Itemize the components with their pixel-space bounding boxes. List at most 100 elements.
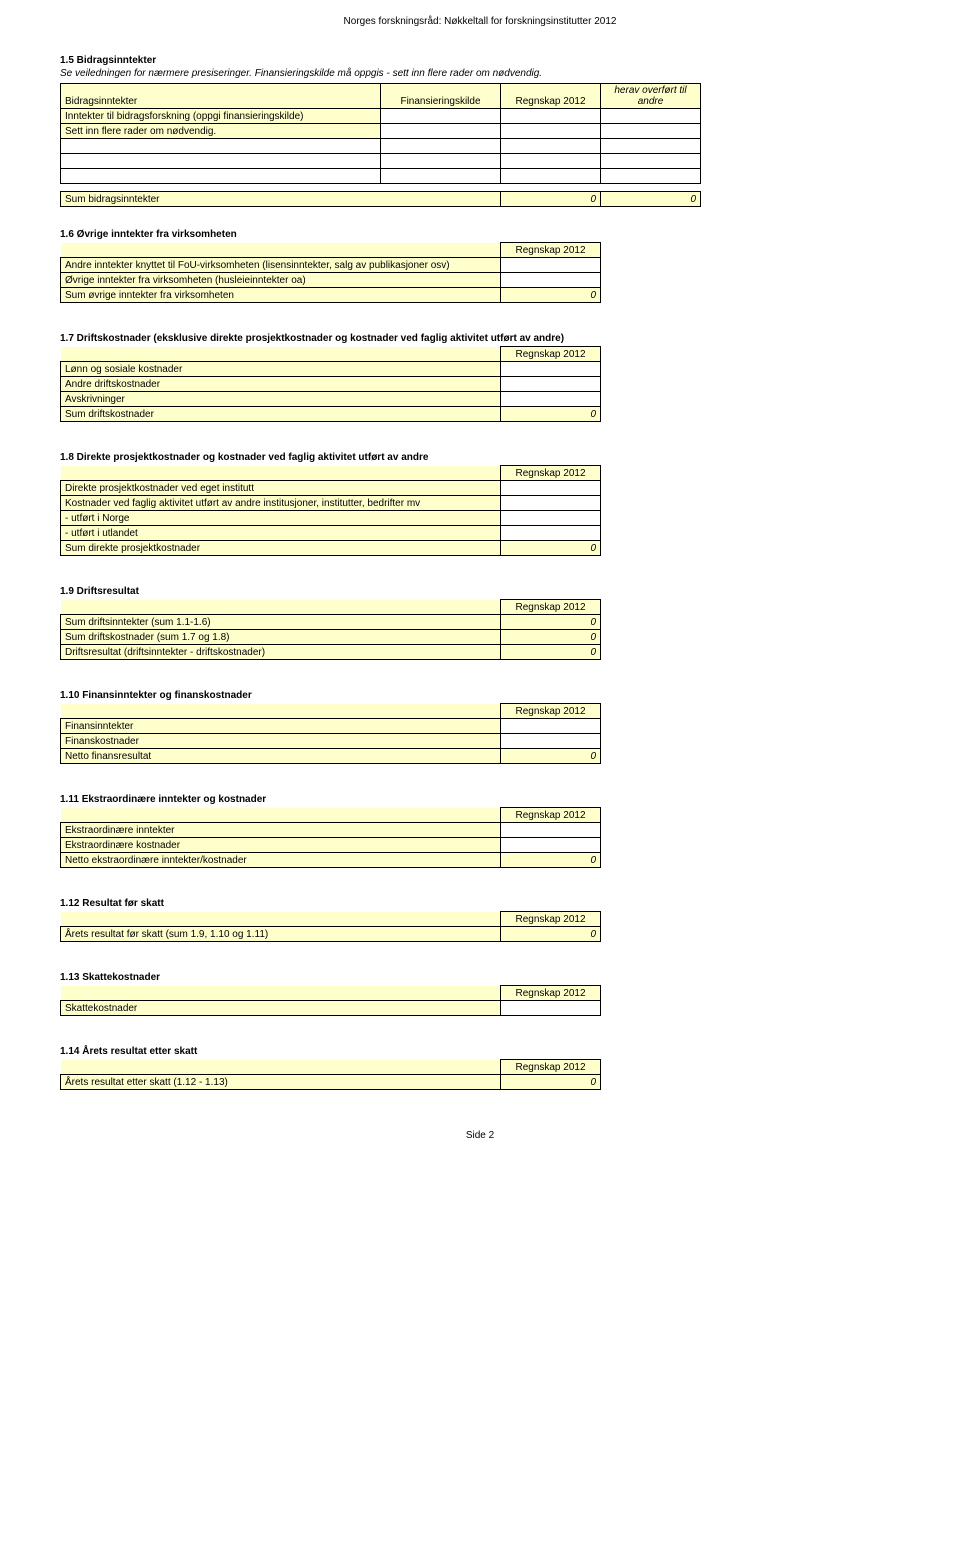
- cell-input[interactable]: [601, 154, 701, 169]
- table-row: Inntekter til bidragsforskning (oppgi fi…: [61, 109, 701, 124]
- cell-input[interactable]: [501, 273, 601, 288]
- s17-header-row: Regnskap 2012: [61, 347, 601, 362]
- s110-sum-row: Netto finansresultat 0: [61, 749, 601, 764]
- s16-sum-v: 0: [501, 288, 601, 303]
- table-row: [61, 154, 701, 169]
- cell-input[interactable]: [501, 377, 601, 392]
- cell-input[interactable]: [501, 838, 601, 853]
- blank: [61, 704, 501, 719]
- cell-value: 0: [501, 630, 601, 645]
- cell-input[interactable]: [501, 124, 601, 139]
- cell-label: Kostnader ved faglig aktivitet utført av…: [61, 496, 501, 511]
- table-row: Andre driftskostnader: [61, 377, 601, 392]
- s112-title: 1.12 Resultat før skatt: [60, 898, 900, 909]
- cell-input[interactable]: [501, 1001, 601, 1016]
- cell-input[interactable]: [61, 154, 381, 169]
- table-row: [61, 169, 701, 184]
- s15-h2: Finansieringskilde: [381, 84, 501, 109]
- table-row: [61, 139, 701, 154]
- s114-table: Regnskap 2012 Årets resultat etter skatt…: [60, 1059, 601, 1090]
- cell-label: Inntekter til bidragsforskning (oppgi fi…: [61, 109, 381, 124]
- cell-input[interactable]: [501, 139, 601, 154]
- s18-sum-label: Sum direkte prosjektkostnader: [61, 541, 501, 556]
- table-row: Finanskostnader: [61, 734, 601, 749]
- s110-sum-label: Netto finansresultat: [61, 749, 501, 764]
- s18-title: 1.8 Direkte prosjektkostnader og kostnad…: [60, 452, 900, 463]
- s18-table: Regnskap 2012 Direkte prosjektkostnader …: [60, 465, 601, 556]
- table-row: - utført i utlandet: [61, 526, 601, 541]
- s16-title: 1.6 Øvrige inntekter fra virksomheten: [60, 229, 900, 240]
- cell-value: 0: [501, 645, 601, 660]
- cell-label: Finanskostnader: [61, 734, 501, 749]
- cell-label: Andre driftskostnader: [61, 377, 501, 392]
- cell-input[interactable]: [61, 169, 381, 184]
- cell-input[interactable]: [381, 139, 501, 154]
- cell-input[interactable]: [61, 139, 381, 154]
- table-row: Andre inntekter knyttet til FoU-virksomh…: [61, 258, 601, 273]
- cell-input[interactable]: [501, 392, 601, 407]
- cell-label: Avskrivninger: [61, 392, 501, 407]
- s15-sum-v1: 0: [501, 192, 601, 207]
- cell-label: Andre inntekter knyttet til FoU-virksomh…: [61, 258, 501, 273]
- cell-label: Årets resultat etter skatt (1.12 - 1.13): [61, 1075, 501, 1090]
- blank: [61, 1060, 501, 1075]
- cell-input[interactable]: [501, 154, 601, 169]
- cell-input[interactable]: [601, 124, 701, 139]
- cell-input[interactable]: [381, 169, 501, 184]
- cell-label: Årets resultat før skatt (sum 1.9, 1.10 …: [61, 927, 501, 942]
- cell-label: Lønn og sosiale kostnader: [61, 362, 501, 377]
- blank: [61, 466, 501, 481]
- table-row: Driftsresultat (driftsinntekter - drifts…: [61, 645, 601, 660]
- table-row: Sett inn flere rader om nødvendig.: [61, 124, 701, 139]
- cell-input[interactable]: [501, 496, 601, 511]
- cell-input[interactable]: [381, 154, 501, 169]
- s111-sum-row: Netto ekstraordinære inntekter/kostnader…: [61, 853, 601, 868]
- cell-label: Driftsresultat (driftsinntekter - drifts…: [61, 645, 501, 660]
- blank: [61, 600, 501, 615]
- cell-input[interactable]: [501, 362, 601, 377]
- cell-input[interactable]: [601, 169, 701, 184]
- s19-table: Regnskap 2012 Sum driftsinntekter (sum 1…: [60, 599, 601, 660]
- s112-h: Regnskap 2012: [501, 912, 601, 927]
- cell-input[interactable]: [501, 719, 601, 734]
- table-row: Skattekostnader: [61, 1001, 601, 1016]
- s18-sum-row: Sum direkte prosjektkostnader 0: [61, 541, 601, 556]
- cell-input[interactable]: [501, 109, 601, 124]
- s15-sum-label: Sum bidragsinntekter: [61, 192, 501, 207]
- cell-label: Øvrige inntekter fra virksomheten (husle…: [61, 273, 501, 288]
- s113-header-row: Regnskap 2012: [61, 986, 601, 1001]
- s110-sum-v: 0: [501, 749, 601, 764]
- cell-input[interactable]: [501, 258, 601, 273]
- s17-sum-row: Sum driftskostnader 0: [61, 407, 601, 422]
- s15-note: Se veiledningen for nærmere presiseringe…: [60, 68, 900, 79]
- s15-title: 1.5 Bidragsinntekter: [60, 55, 900, 66]
- cell-input[interactable]: [501, 526, 601, 541]
- s15-h3: Regnskap 2012: [501, 84, 601, 109]
- s19-header-row: Regnskap 2012: [61, 600, 601, 615]
- s111-sum-v: 0: [501, 853, 601, 868]
- s15-h4: herav overført til andre: [601, 84, 701, 109]
- s113-table: Regnskap 2012 Skattekostnader: [60, 985, 601, 1016]
- s111-table: Regnskap 2012 Ekstraordinære inntekter E…: [60, 807, 601, 868]
- s19-title: 1.9 Driftsresultat: [60, 586, 900, 597]
- s18-header-row: Regnskap 2012: [61, 466, 601, 481]
- s110-h: Regnskap 2012: [501, 704, 601, 719]
- cell-input[interactable]: [501, 481, 601, 496]
- cell-input[interactable]: [601, 109, 701, 124]
- cell-input[interactable]: [501, 823, 601, 838]
- cell-input[interactable]: [601, 139, 701, 154]
- cell-input[interactable]: [501, 511, 601, 526]
- blank: [61, 808, 501, 823]
- s114-title: 1.14 Årets resultat etter skatt: [60, 1046, 900, 1057]
- cell-input[interactable]: [501, 169, 601, 184]
- s111-header-row: Regnskap 2012: [61, 808, 601, 823]
- cell-input[interactable]: [381, 124, 501, 139]
- table-row: Ekstraordinære inntekter: [61, 823, 601, 838]
- blank: [61, 347, 501, 362]
- cell-input[interactable]: [381, 109, 501, 124]
- s15-sum-row: Sum bidragsinntekter 0 0: [61, 192, 701, 207]
- cell-input[interactable]: [501, 734, 601, 749]
- table-row: Lønn og sosiale kostnader: [61, 362, 601, 377]
- table-row: Direkte prosjektkostnader ved eget insti…: [61, 481, 601, 496]
- s19-h: Regnskap 2012: [501, 600, 601, 615]
